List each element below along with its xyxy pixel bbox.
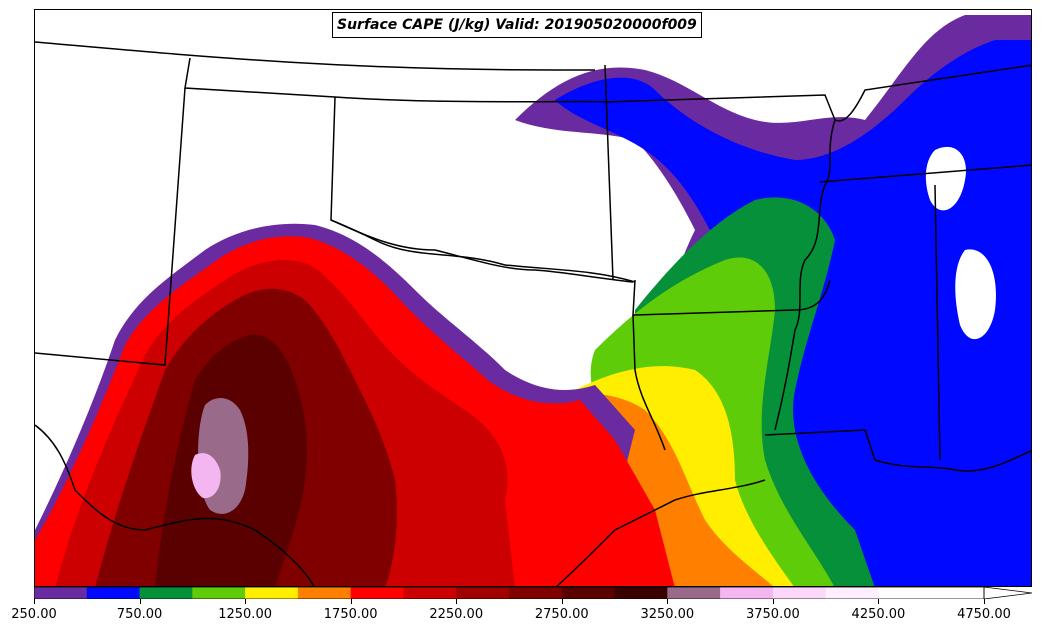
- colorbar-segment: [192, 587, 246, 599]
- colorbar-segment: [34, 587, 88, 599]
- border-texas-coast: [556, 479, 766, 586]
- border-north-line: [35, 41, 595, 71]
- border-louisiana-ark: [632, 314, 666, 451]
- border-colorado-south: [184, 57, 611, 103]
- colorbar-tick-label: 3750.00: [745, 607, 800, 622]
- border-arkansas: [632, 279, 831, 316]
- colorbar-segment: [350, 587, 404, 599]
- colorbar-segment: [297, 587, 352, 599]
- border-gulf-coast-east: [874, 450, 1031, 472]
- cape-fill-layer: [35, 15, 1031, 586]
- colorbar: [34, 587, 1032, 599]
- border-red-river: [330, 219, 634, 283]
- border-mexico: [35, 424, 315, 586]
- colorbar-segment: [720, 587, 774, 599]
- colorbar-tick-label: 2250.00: [429, 607, 484, 622]
- colorbar-tick-mark: [350, 599, 352, 604]
- colorbar-tick-label: 1250.00: [218, 607, 272, 622]
- colorbar-tick-mark: [878, 599, 880, 604]
- colorbar-segment: [139, 587, 193, 599]
- colorbar-tick-mark: [34, 599, 35, 604]
- colorbar-tick-mark: [139, 599, 141, 604]
- colorbar-tick-mark: [245, 599, 247, 604]
- colorbar-tick-label: 3250.00: [640, 607, 695, 622]
- colorbar-segment: [561, 587, 616, 599]
- colorbar-tick-label: 4750.00: [957, 607, 1011, 622]
- border-oklahoma-east: [604, 64, 614, 281]
- colorbar-tick-mark: [984, 599, 985, 604]
- colorbar-extend-triangle: [983, 587, 1032, 599]
- colorbar-tick-mark: [456, 599, 458, 604]
- map-title: Surface CAPE (J/kg) Valid: 201905020000f…: [332, 12, 702, 38]
- colorbar-segment: [667, 587, 721, 599]
- border-louisiana-south: [764, 429, 876, 461]
- colorbar-tick-mark: [667, 599, 669, 604]
- colorbar-segment: [456, 587, 510, 599]
- colorbar-segment: [245, 587, 299, 599]
- cape-map: [34, 9, 1032, 587]
- border-mississippi-river: [774, 119, 836, 431]
- border-ms-al: [934, 184, 941, 461]
- state-borders: [35, 41, 1031, 586]
- colorbar-segment: [509, 587, 563, 599]
- border-new-mexico: [35, 87, 186, 366]
- colorbar-outline: [34, 587, 985, 599]
- colorbar-tick-label: 1750.00: [323, 607, 378, 622]
- cape-region-pink-west: [191, 453, 221, 499]
- colorbar-tick-label: 2750.00: [534, 607, 589, 622]
- cape-region-white-hole: [925, 146, 996, 340]
- colorbar-segment: [614, 587, 668, 599]
- colorbar-tick-label: 250.00: [11, 607, 57, 622]
- colorbar-tick-mark: [561, 599, 563, 604]
- colorbar-tick-label: 4250.00: [851, 607, 906, 622]
- colorbar-segment: [825, 587, 879, 599]
- colorbar-segment: [772, 587, 827, 599]
- colorbar-segment: [931, 587, 985, 599]
- colorbar-tick-label: 750.00: [116, 607, 163, 622]
- cape-field-svg: [35, 15, 1031, 586]
- border-tenn-line: [819, 164, 1031, 183]
- colorbar-segment: [878, 587, 932, 599]
- colorbar-tick-labels: 250.00 750.00 1250.00 1750.00 2250.00 2750.00…: [0, 599, 1042, 629]
- colorbar-segment: [86, 587, 141, 599]
- colorbar-tick-mark: [772, 599, 774, 604]
- colorbar-segment: [403, 587, 457, 599]
